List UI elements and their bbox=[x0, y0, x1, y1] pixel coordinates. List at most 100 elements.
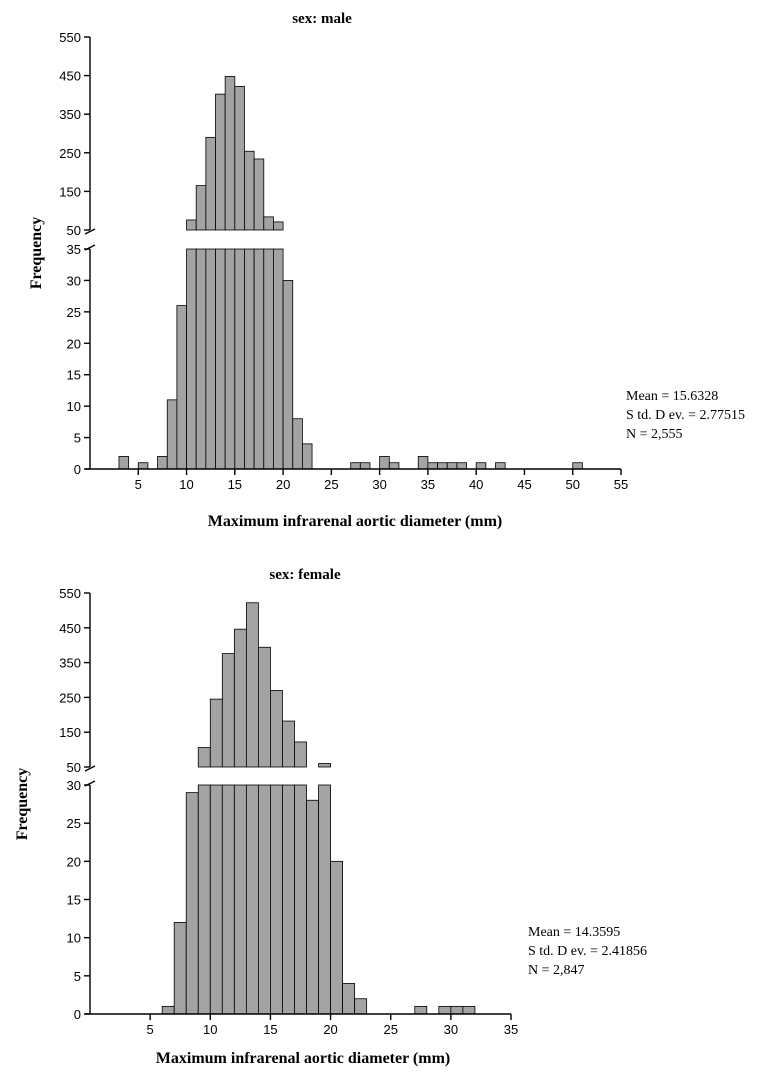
female-lower-y-tick-label: 15 bbox=[67, 893, 81, 908]
male-bar-38-lower bbox=[456, 462, 467, 470]
male-bars-upper bbox=[186, 75, 284, 231]
female-bar-20-lower bbox=[330, 860, 344, 1015]
male-x-tick-label: 5 bbox=[135, 477, 142, 492]
female-bar-18-lower bbox=[306, 799, 319, 1015]
male-lower-y-tick-label: 5 bbox=[74, 431, 81, 446]
female-lower-y-tick-label: 20 bbox=[67, 854, 81, 869]
male-axes bbox=[84, 37, 621, 470]
female-x-tick-label: 20 bbox=[323, 1022, 337, 1037]
female-upper-y-ticks: 50 150 250 350 450 550 bbox=[59, 586, 90, 775]
female-bar-14-lower bbox=[257, 784, 271, 1015]
female-bar-15-upper bbox=[270, 690, 283, 768]
male-bar-16-lower bbox=[244, 248, 255, 470]
male-lower-y-tick-label: 30 bbox=[67, 273, 81, 288]
male-bar-36-lower bbox=[437, 462, 448, 470]
male-bar-16-upper bbox=[244, 150, 255, 231]
male-x-tick-label: 50 bbox=[565, 477, 579, 492]
male-lower-y-tick-label: 0 bbox=[74, 462, 81, 477]
male-bar-8-lower bbox=[166, 399, 178, 470]
female-x-tick-label: 5 bbox=[147, 1022, 154, 1037]
male-bar-9-lower bbox=[176, 305, 187, 470]
female-x-tick-label: 25 bbox=[383, 1022, 397, 1037]
male-lower-y-tick-label: 20 bbox=[67, 336, 81, 351]
female-axis-break-mark-top bbox=[84, 765, 96, 772]
male-bar-14-upper bbox=[224, 75, 236, 231]
female-upper-y-tick-label: 350 bbox=[59, 656, 81, 671]
female-axis-break-mark-bottom bbox=[84, 780, 96, 787]
male-x-axis-label: Maximum infrarenal aortic diameter (mm) bbox=[208, 513, 502, 530]
female-upper-y-tick-label: 50 bbox=[67, 760, 81, 775]
female-y-axis-label: Frequency bbox=[14, 768, 31, 841]
female-bar-12-upper bbox=[233, 628, 247, 768]
male-bar-19-lower bbox=[273, 248, 284, 470]
female-bar-8-lower bbox=[185, 792, 199, 1015]
male-axis-break-mark-bottom bbox=[84, 244, 96, 251]
male-bar-14-lower bbox=[224, 248, 236, 470]
male-bar-13-lower bbox=[215, 248, 226, 470]
female-lower-y-tick-label: 10 bbox=[67, 931, 81, 946]
male-bar-5-lower bbox=[137, 462, 149, 470]
male-bar-30-lower bbox=[379, 456, 390, 470]
male-upper-y-tick-label: 450 bbox=[59, 69, 81, 84]
female-bar-19-lower bbox=[318, 784, 331, 1015]
female-bar-11-upper bbox=[221, 653, 235, 768]
male-bar-50-lower bbox=[572, 462, 583, 470]
female-upper-y-tick-label: 150 bbox=[59, 725, 81, 740]
female-bar-12-lower bbox=[233, 784, 247, 1015]
male-bar-34-lower bbox=[417, 456, 429, 470]
male-bar-28-lower bbox=[359, 462, 371, 470]
male-bar-20-lower bbox=[282, 280, 294, 470]
male-bar-17-lower bbox=[253, 248, 265, 470]
male-x-tick-label: 20 bbox=[276, 477, 290, 492]
female-bar-17-upper bbox=[294, 741, 307, 768]
male-bar-19-upper bbox=[273, 221, 284, 231]
female-stat-n: N = 2,847 bbox=[528, 963, 585, 978]
female-bar-27-lower bbox=[414, 1005, 428, 1015]
female-bar-30-lower bbox=[450, 1005, 464, 1015]
female-bar-16-upper bbox=[282, 720, 295, 768]
female-x-ticks: 5 10 15 20 25 30 35 bbox=[147, 1014, 518, 1037]
male-x-ticks: 5 10 15 20 25 30 35 40 45 50 55 bbox=[135, 469, 628, 492]
male-x-tick-label: 30 bbox=[372, 477, 386, 492]
female-x-tick-label: 35 bbox=[504, 1022, 518, 1037]
female-x-tick-label: 30 bbox=[444, 1022, 458, 1037]
male-y-axis-label: Frequency bbox=[28, 217, 45, 290]
male-bar-31-lower bbox=[388, 462, 400, 470]
female-lower-y-tick-label: 25 bbox=[67, 816, 81, 831]
female-bar-15-lower bbox=[270, 784, 283, 1015]
male-bar-35-lower bbox=[427, 462, 438, 470]
male-x-tick-label: 25 bbox=[324, 477, 338, 492]
female-bars-upper bbox=[197, 602, 331, 768]
female-bar-11-lower bbox=[221, 784, 235, 1015]
female-upper-y-tick-label: 250 bbox=[59, 690, 81, 705]
male-bars-lower bbox=[118, 248, 583, 470]
female-upper-y-tick-label: 550 bbox=[59, 586, 81, 601]
male-axis-break-mark-top bbox=[84, 228, 96, 235]
female-lower-y-tick-label: 30 bbox=[67, 778, 81, 793]
male-stats-box: Mean = 15.6328 S td. D ev. = 2.77515 N =… bbox=[626, 389, 745, 442]
female-stat-std-dev: S td. D ev. = 2.41856 bbox=[528, 944, 647, 959]
male-lower-y-tick-label: 25 bbox=[67, 305, 81, 320]
male-bar-22-lower bbox=[301, 443, 313, 470]
male-bar-27-lower bbox=[350, 462, 361, 470]
female-bar-22-lower bbox=[354, 998, 368, 1015]
female-bar-9-upper bbox=[197, 747, 211, 768]
female-lower-y-tick-label: 0 bbox=[74, 1007, 81, 1022]
male-bar-11-upper bbox=[195, 185, 207, 231]
male-bar-15-lower bbox=[234, 248, 245, 470]
male-x-tick-label: 35 bbox=[421, 477, 435, 492]
female-x-tick-label: 15 bbox=[263, 1022, 277, 1037]
male-lower-y-tick-label: 10 bbox=[67, 399, 81, 414]
female-stats-box: Mean = 14.3595 S td. D ev. = 2.41856 N =… bbox=[528, 925, 647, 978]
male-upper-y-tick-label: 250 bbox=[59, 146, 81, 161]
female-bar-10-lower bbox=[209, 784, 223, 1015]
male-bar-10-lower bbox=[186, 248, 197, 470]
male-bar-18-lower bbox=[263, 248, 274, 470]
female-bar-13-upper bbox=[245, 602, 259, 768]
female-chart-title: sex: female bbox=[269, 567, 341, 583]
male-bar-13-upper bbox=[215, 93, 226, 231]
male-bar-40-lower bbox=[475, 462, 487, 470]
male-histogram-panel: sex: male Frequency Maximum infrarenal a… bbox=[28, 11, 745, 530]
female-bar-7-lower bbox=[173, 922, 187, 1015]
female-bars-lower bbox=[161, 784, 476, 1015]
